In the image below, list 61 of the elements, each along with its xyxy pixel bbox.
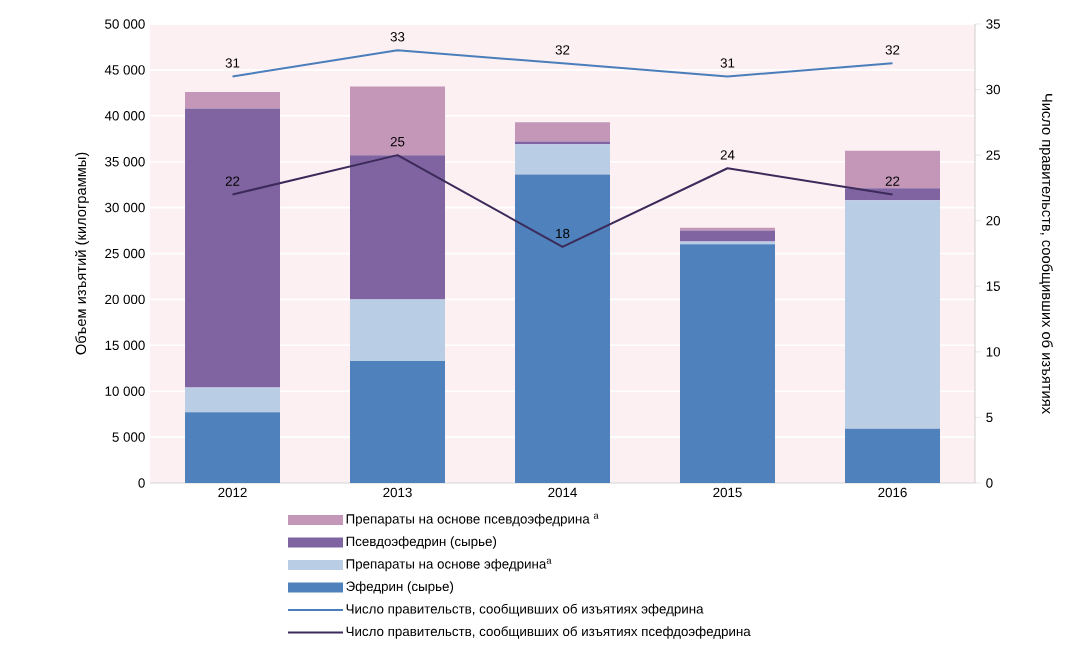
data-label: 32 xyxy=(885,45,900,55)
data-label: 22 xyxy=(225,176,240,186)
data-label: 24 xyxy=(720,150,735,160)
y-axis-title: Объем изъятий (килограммы) xyxy=(75,152,89,355)
legend-label: Число правительств, сообщивших об изъятиях эфедрина xyxy=(346,603,704,617)
y-tick-label: 40 000 xyxy=(104,111,145,121)
bar xyxy=(185,387,281,413)
bar xyxy=(185,108,281,388)
bar xyxy=(185,412,281,483)
bar xyxy=(515,174,610,483)
y2-tick-label: 30 xyxy=(986,84,1001,95)
y-tick-label: 0 xyxy=(138,478,145,488)
y-tick-label: 15 000 xyxy=(105,340,145,350)
y2-tick-label: 0 xyxy=(986,478,993,488)
bar xyxy=(845,188,940,201)
y2-tick-label: 25 xyxy=(986,150,1000,160)
bar xyxy=(680,230,775,242)
bar xyxy=(515,122,610,142)
bar xyxy=(845,200,940,429)
y-tick-label: 30 000 xyxy=(105,202,145,213)
legend-label: Препараты на основе эфедрина$^{а}$ xyxy=(346,558,552,572)
y-tick-label: 10 000 xyxy=(105,386,145,396)
x-tick-label: 2013 xyxy=(383,487,412,498)
data-label: 18 xyxy=(556,228,570,239)
data-label: 25 xyxy=(390,136,405,147)
y-tick-label: 45 000 xyxy=(104,65,145,75)
bar xyxy=(350,86,445,156)
bar xyxy=(350,360,445,483)
y2-tick-label: 20 xyxy=(986,215,1001,226)
legend-label: Препараты на основе псевдоэфедрина $^{а}$ xyxy=(346,513,599,527)
x-tick-label: 2012 xyxy=(218,487,247,498)
bar xyxy=(845,150,940,189)
y2-tick-label: 35 xyxy=(986,19,1000,29)
y-tick-label: 50 000 xyxy=(105,19,145,29)
x-tick-label: 2014 xyxy=(548,487,577,498)
bar xyxy=(515,141,610,145)
x-tick-label: 2015 xyxy=(713,487,742,498)
data-label: 33 xyxy=(390,32,405,42)
legend-label: Эфедрин (сырье) xyxy=(346,581,454,594)
data-label: 22 xyxy=(885,176,900,186)
y2-tick-label: 5 xyxy=(986,412,993,423)
y-tick-label: 35 000 xyxy=(105,156,145,167)
x-tick-label: 2016 xyxy=(878,487,907,498)
bar xyxy=(515,144,610,175)
y-tick-label: 25 000 xyxy=(105,248,145,259)
bar xyxy=(350,299,445,361)
data-label: 32 xyxy=(555,45,570,55)
bar xyxy=(680,244,775,483)
bar xyxy=(845,428,940,483)
y2-tick-label: 10 xyxy=(986,347,1001,357)
bar xyxy=(185,91,281,109)
bar xyxy=(350,155,445,300)
y2-tick-label: 15 xyxy=(986,281,1000,291)
bar xyxy=(680,227,775,231)
y-tick-label: 5 000 xyxy=(112,432,145,442)
data-label: 31 xyxy=(225,58,240,68)
data-label: 31 xyxy=(720,58,735,68)
legend-label: Псевдоэфедрин (сырье) xyxy=(346,536,497,549)
y2-axis-title: Число правительств, сообщивших об изъятиях xyxy=(1039,94,1053,414)
y-tick-label: 20 000 xyxy=(105,294,145,305)
legend-label: Число правительств, сообщивших об изъятиях псефдоэфедрина xyxy=(346,626,751,639)
